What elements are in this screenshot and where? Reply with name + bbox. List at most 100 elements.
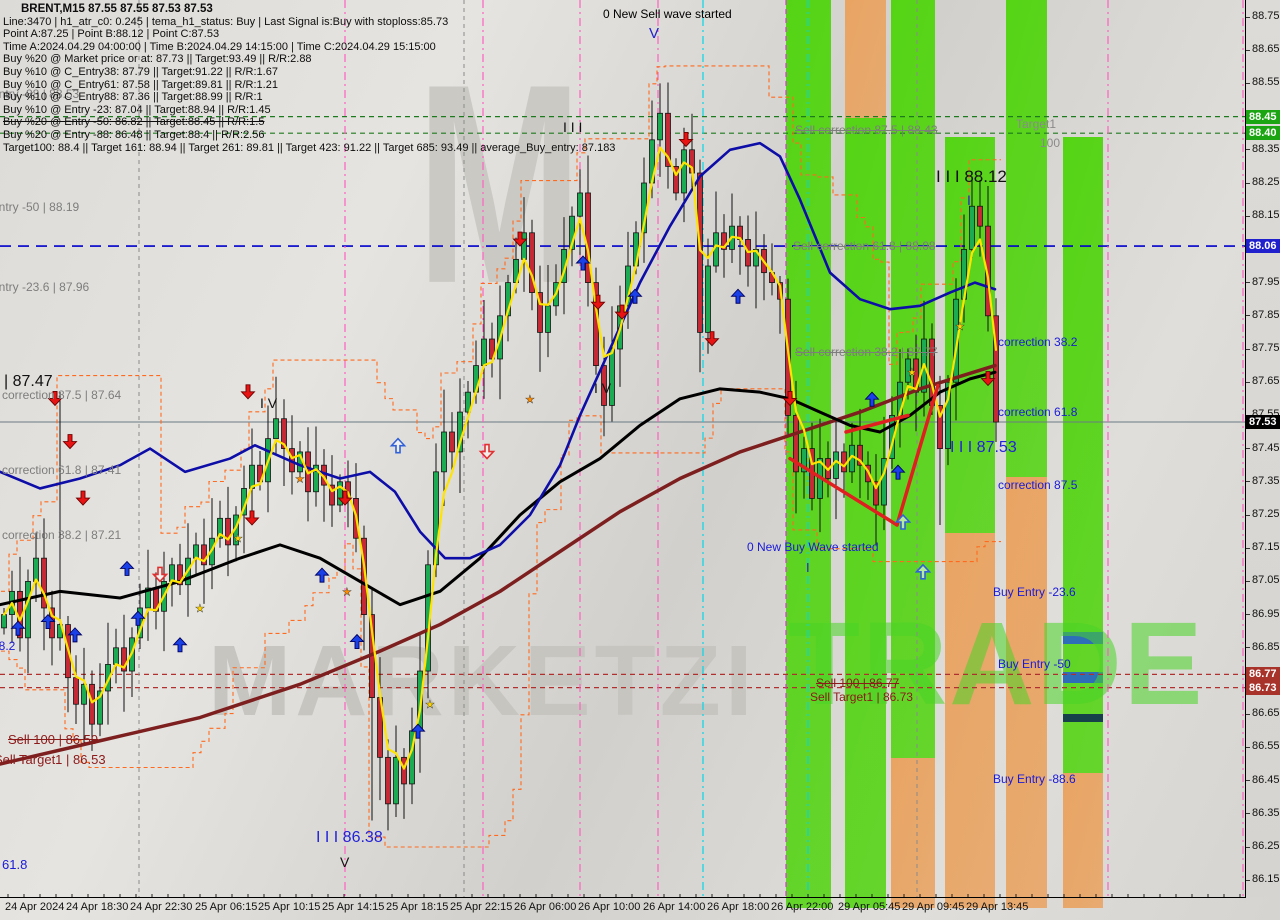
buy-signal-arrow (890, 464, 906, 480)
bull-candle (889, 414, 895, 459)
bear-candle (305, 451, 311, 493)
bear-candle (689, 149, 695, 174)
bear-candle (65, 624, 71, 679)
info-line: Buy %10 @ Entry -23: 87.04 || Target:88.… (3, 103, 271, 116)
sell-signal-arrow (590, 294, 606, 310)
chart-annotation: entry -50 | 88.19 (0, 200, 80, 214)
price-tick-label: 87.15 (1252, 541, 1280, 554)
time-tick-label: 25 Apr 14:15 (322, 901, 385, 913)
bull-candle (297, 451, 303, 473)
bear-candle (777, 282, 783, 300)
bear-candle (353, 497, 359, 539)
info-line: Line:3470 | h1_atr_c0: 0.245 | tema_h1_s… (3, 15, 449, 28)
info-line: Buy %10 @ C_Entry38: 87.79 || Target:91.… (3, 65, 278, 78)
price-tick-label: 88.15 (1252, 209, 1280, 222)
chart-annotation: 61.8 (2, 857, 28, 872)
bull-candle (881, 458, 887, 506)
bear-candle (257, 464, 263, 483)
price-badge: 86.73 (1246, 680, 1280, 695)
bull-candle (681, 149, 687, 194)
sell-zone-band (1063, 773, 1103, 908)
bull-candle (753, 248, 759, 267)
time-tick-label: 26 Apr 06:00 (514, 901, 577, 913)
sell-signal-arrow (244, 510, 260, 526)
chart-bottom-border (0, 897, 1246, 898)
bear-candle (121, 647, 127, 672)
bear-candle (985, 225, 991, 317)
chart-annotation: entry -23.6 | 87.96 (0, 280, 90, 294)
bear-candle (177, 564, 183, 586)
sell-zone-band (891, 758, 935, 908)
bull-candle (457, 411, 463, 453)
price-tick-mark (1246, 215, 1250, 217)
bear-candle (449, 431, 455, 453)
bull-candle (609, 348, 615, 406)
bear-candle (593, 282, 599, 367)
bull-candle (137, 607, 143, 639)
bear-candle (673, 165, 679, 194)
sell-signal-arrow (75, 490, 91, 506)
trend-line[interactable] (895, 383, 940, 527)
bear-candle (913, 358, 919, 393)
price-tick-mark (1246, 149, 1250, 151)
price-tick-mark (1246, 614, 1250, 616)
price-tick-mark (1246, 282, 1250, 284)
watermark-trade-text: TRADE (788, 598, 1205, 730)
bear-candle (225, 517, 231, 546)
bull-candle (969, 205, 975, 250)
sell-signal-arrow (980, 371, 996, 387)
bear-candle (289, 448, 295, 473)
bull-candle (233, 514, 239, 546)
time-tick-label: 26 Apr 22:00 (771, 901, 834, 913)
bear-candle (153, 587, 159, 612)
price-axis[interactable]: 88.7588.6588.5588.4588.3588.2588.1588.05… (1245, 0, 1280, 897)
bull-candle (961, 248, 967, 300)
bull-candle (705, 265, 711, 333)
buy-signal-arrow (864, 391, 880, 407)
bear-candle (937, 405, 943, 450)
bull-candle (161, 581, 167, 612)
price-tick-label: 88.75 (1252, 10, 1280, 22)
bear-candle (769, 272, 775, 284)
bear-candle (345, 481, 351, 499)
sell-zone-band (845, 0, 886, 118)
bull-candle (169, 564, 175, 582)
buy-signal-arrow (627, 288, 643, 304)
price-badge: 88.45 (1246, 109, 1280, 124)
price-badge: 88.06 (1246, 239, 1280, 254)
price-tick-label: 88.25 (1252, 176, 1280, 188)
bear-candle (737, 225, 743, 240)
hollow-down-arrow (151, 566, 169, 583)
trend-line[interactable] (788, 456, 899, 527)
time-axis[interactable]: 24 Apr 2024 24 Apr 18:30 24 Apr 22:30 25 Ap… (0, 897, 1280, 920)
bull-candle (905, 358, 911, 383)
bear-candle (793, 414, 799, 473)
symbol-quote-line: BRENT,M15 87.55 87.55 87.53 87.53 (21, 3, 213, 15)
buy-zone-band (786, 0, 831, 908)
chart-annotation: correction 87.5 (998, 478, 1078, 492)
sell-signal-arrow (240, 384, 256, 400)
time-tick-label: 24 Apr 18:30 (66, 901, 129, 913)
bear-candle (857, 444, 863, 466)
bull-candle (33, 557, 39, 582)
bear-candle (361, 537, 367, 615)
info-block: BRENT,M15 87.55 87.55 87.53 87.53 Line:3… (3, 3, 615, 154)
buy-signal-arrow (40, 613, 56, 630)
chart-annotation: I (967, 192, 971, 208)
bear-candle (601, 365, 607, 406)
bear-candle (329, 484, 335, 506)
price-tick-label: 87.85 (1252, 308, 1280, 321)
bull-candle (9, 590, 15, 615)
bull-candle (145, 587, 151, 609)
chart-annotation: Buy Entry -88.6 (993, 772, 1076, 786)
price-tick-mark (1246, 647, 1250, 649)
price-tick-mark (1246, 381, 1250, 383)
chart-annotation: I (806, 560, 810, 575)
bear-candle (385, 756, 391, 805)
trend-line[interactable] (844, 413, 910, 434)
sell-signal-arrow (47, 390, 63, 407)
price-tick-label: 87.25 (1252, 508, 1280, 520)
fractal-star-icon: ★ (955, 321, 965, 333)
chart-annotation: | 87.47 (4, 373, 53, 390)
chart-annotation: Sell correction 87.5 | 88.43 (795, 123, 938, 137)
